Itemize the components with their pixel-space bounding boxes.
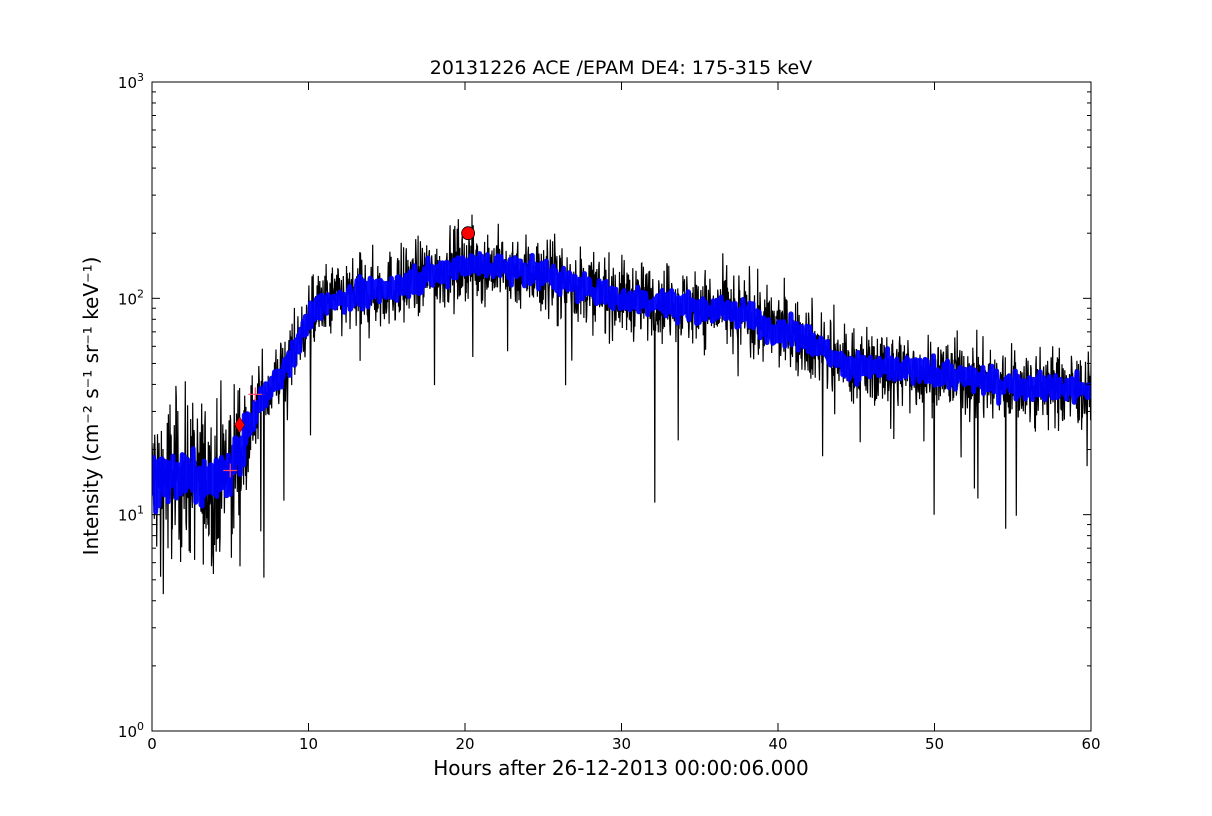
- x-tick-label: 30: [612, 735, 631, 753]
- marker-plus: [248, 387, 263, 402]
- marker-layer: [223, 226, 476, 478]
- x-tick-label: 0: [147, 735, 157, 753]
- plot-area: 0 10 20 30 40 50 60 100 101 102 103: [118, 71, 1101, 753]
- x-tick-label: 40: [768, 735, 787, 753]
- marker-plus: [223, 463, 238, 478]
- data-layer: [152, 214, 1091, 595]
- y-tick-label: 101: [118, 504, 144, 525]
- y-tick-label: 102: [118, 287, 144, 308]
- y-axis-label: Intensity (cm⁻² s⁻¹ sr⁻¹ keV⁻¹): [79, 257, 103, 556]
- x-tick-label: 50: [925, 735, 944, 753]
- marker-circle: [461, 226, 476, 241]
- chart-title: 20131226 ACE /EPAM DE4: 175-315 keV: [430, 57, 812, 79]
- x-tick-label: 20: [455, 735, 474, 753]
- y-tick-label: 100: [118, 720, 144, 741]
- axis-ticks: 0 10 20 30 40 50 60 100 101 102 103: [118, 71, 1101, 753]
- x-axis-label: Hours after 26-12-2013 00:00:06.000: [433, 756, 809, 780]
- series-smoothed-line: [152, 251, 1091, 515]
- marker-diamond: [234, 416, 245, 434]
- x-tick-label: 60: [1081, 735, 1100, 753]
- y-tick-label: 103: [118, 71, 144, 92]
- x-tick-label: 10: [299, 735, 318, 753]
